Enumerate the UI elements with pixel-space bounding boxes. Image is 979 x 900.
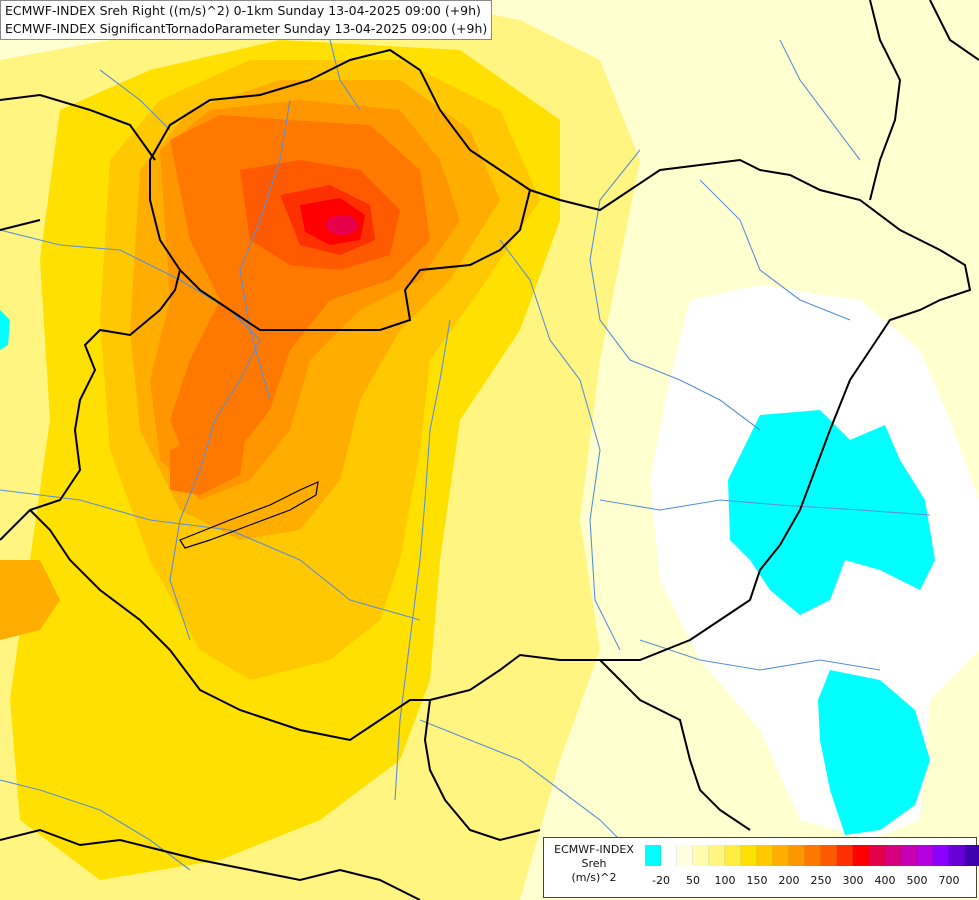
legend-swatch [821,845,837,866]
legend-tick-label: 50 [686,874,700,887]
sreh-contour-negative-cyan-south [818,670,930,835]
legend-tick-label: 250 [810,874,832,887]
sreh-contour-west-orange [0,560,60,640]
legend-swatch [805,845,821,866]
legend-swatch [869,845,885,866]
lake-outline [179,481,319,549]
legend-swatch [917,845,933,866]
legend-swatch [725,845,741,866]
legend-swatch [789,845,805,866]
legend-tick-label: 500 [906,874,928,887]
legend-tick-label: 400 [874,874,896,887]
sreh-contour-negative-cyan [728,410,935,615]
legend-tick-label: 700 [938,874,960,887]
legend-swatch [901,845,917,866]
header-line-2: ECMWF-INDEX SignificantTornadoParameter … [5,21,488,36]
legend-swatch [709,845,725,866]
header-line-1: ECMWF-INDEX Sreh Right ((m/s)^2) 0-1km S… [5,3,481,18]
legend-swatch [949,845,965,866]
legend-tick-label: 200 [778,874,800,887]
legend-tick-label: 100 [714,874,736,887]
color-legend: ECMWF-INDEX Sreh (m/s)^2 -20 50 100 150 200 2… [543,837,979,898]
legend-swatch [837,845,853,866]
legend-swatch [965,845,979,866]
sreh-contour-negative-cyan-west [0,310,10,350]
sreh-contour-secondary-red [170,430,245,495]
legend-title-line-3: (m/s)^2 [571,871,617,884]
legend-swatch [693,845,709,866]
legend-swatch [757,845,773,866]
legend-tick-label: 150 [746,874,768,887]
legend-title-line-1: ECMWF-INDEX [554,843,634,856]
legend-swatch [677,845,693,866]
legend-swatch [933,845,949,866]
legend-swatch [661,845,677,866]
map-header: ECMWF-INDEX Sreh Right ((m/s)^2) 0-1km S… [0,0,493,40]
legend-ticks: -20 50 100 150 200 250 300 400 500 700 [645,874,971,890]
legend-swatch [645,845,661,866]
legend-tick-label: 300 [842,874,864,887]
legend-swatch [741,845,757,866]
legend-swatch [853,845,869,866]
sreh-max-spot [326,215,358,235]
legend-title-line-2: Sreh [581,857,607,870]
legend-tick-label: -20 [652,874,670,887]
legend-swatch [885,845,901,866]
legend-swatches [645,845,979,866]
legend-swatch [773,845,789,866]
legend-title: ECMWF-INDEX Sreh (m/s)^2 [548,843,640,885]
